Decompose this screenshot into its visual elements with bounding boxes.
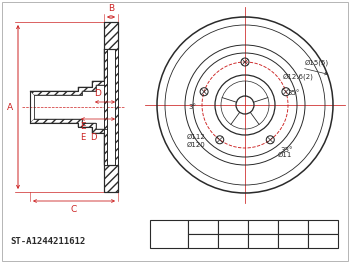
Bar [104, 22, 118, 49]
Text: E: E [80, 122, 86, 131]
Text: D: D [289, 222, 296, 231]
Text: Ø112: Ø112 [187, 134, 206, 140]
Bar [104, 165, 118, 192]
Text: ОТВ.: ОТВ. [165, 230, 183, 239]
Bar [188, 220, 218, 234]
Text: Ø15(5): Ø15(5) [305, 60, 329, 66]
Text: 5: 5 [153, 227, 161, 240]
Text: 22: 22 [228, 236, 238, 245]
Bar [308, 234, 338, 248]
Text: 283.8: 283.8 [191, 236, 215, 245]
Text: C: C [71, 205, 77, 214]
Bar [115, 49, 118, 165]
Text: 3°: 3° [188, 104, 196, 110]
Bar [150, 220, 188, 248]
Bar [278, 220, 308, 234]
Text: A: A [200, 222, 206, 231]
Bar [308, 220, 338, 234]
Bar [248, 234, 278, 248]
Bar [104, 49, 107, 165]
Text: B: B [230, 222, 236, 231]
Bar [115, 49, 118, 165]
Bar [278, 234, 308, 248]
Bar [218, 234, 248, 248]
Text: D: D [94, 89, 101, 98]
Text: Ø12.6(2): Ø12.6(2) [283, 74, 314, 80]
Text: 67: 67 [288, 236, 298, 245]
Text: 43.6: 43.6 [254, 236, 272, 245]
Text: E: E [320, 222, 326, 231]
Bar [188, 234, 218, 248]
Text: 164.8: 164.8 [311, 236, 335, 245]
Bar [218, 220, 248, 234]
Text: ST-A1244211612: ST-A1244211612 [10, 237, 85, 246]
Bar [104, 22, 118, 49]
Bar [104, 49, 107, 165]
Text: 33°: 33° [280, 147, 293, 153]
Text: 35°: 35° [287, 90, 299, 96]
Text: E: E [80, 133, 86, 141]
Bar [248, 220, 278, 234]
Text: Ø11: Ø11 [278, 152, 292, 158]
Text: D: D [90, 133, 96, 141]
Text: A: A [7, 103, 13, 112]
Text: Ø120: Ø120 [187, 142, 206, 148]
Text: B: B [108, 4, 114, 13]
Bar [104, 165, 118, 192]
Text: C: C [260, 222, 266, 231]
